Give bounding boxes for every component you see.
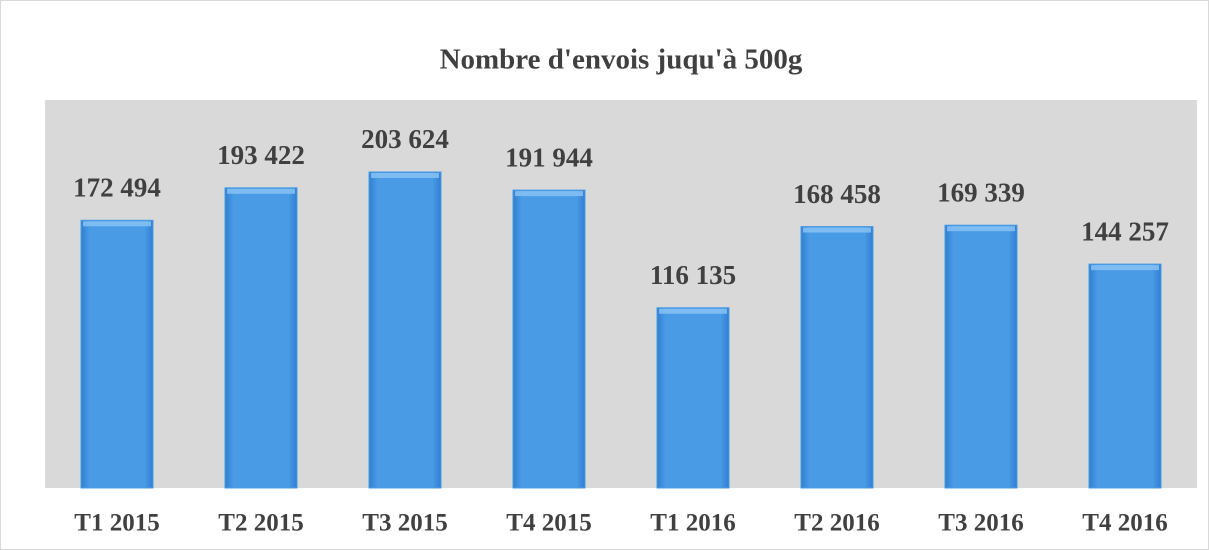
- x-tick-label: T3 2015: [362, 510, 447, 537]
- bar: [800, 226, 874, 489]
- bar-bevel: [227, 188, 295, 194]
- value-label: 191 944: [505, 142, 593, 172]
- value-label: 168 458: [793, 179, 881, 209]
- bar: [512, 189, 586, 489]
- bar: [224, 187, 298, 489]
- value-label: 193 422: [217, 140, 305, 170]
- value-label: 169 339: [937, 177, 1025, 207]
- x-tick-label: T4 2015: [506, 510, 591, 537]
- bar: [368, 171, 442, 489]
- bar-bevel: [947, 226, 1015, 232]
- bar-bevel: [83, 221, 151, 227]
- x-tick-label: T3 2016: [938, 510, 1023, 537]
- bar-bevel: [659, 308, 727, 314]
- bar-bevel: [803, 227, 871, 233]
- x-tick-label: T4 2016: [1082, 510, 1167, 537]
- x-tick-label: T2 2016: [794, 510, 879, 537]
- bar-bevel: [515, 191, 583, 197]
- bar-bevel: [371, 172, 439, 178]
- bar-bevel: [1091, 265, 1159, 271]
- bar: [944, 224, 1018, 489]
- x-tick-label: T2 2015: [218, 510, 303, 537]
- value-label: 116 135: [650, 260, 736, 290]
- bar: [80, 219, 154, 489]
- x-tick-label: T1 2015: [74, 510, 159, 537]
- value-label: 172 494: [73, 172, 161, 202]
- chart-title: Nombre d'envois juqu'à 500g: [440, 44, 803, 76]
- bar: [656, 307, 730, 489]
- value-label: 144 257: [1081, 216, 1169, 246]
- x-tick-label: T1 2016: [650, 510, 735, 537]
- bar: [1088, 263, 1162, 489]
- value-label: 203 624: [361, 124, 449, 154]
